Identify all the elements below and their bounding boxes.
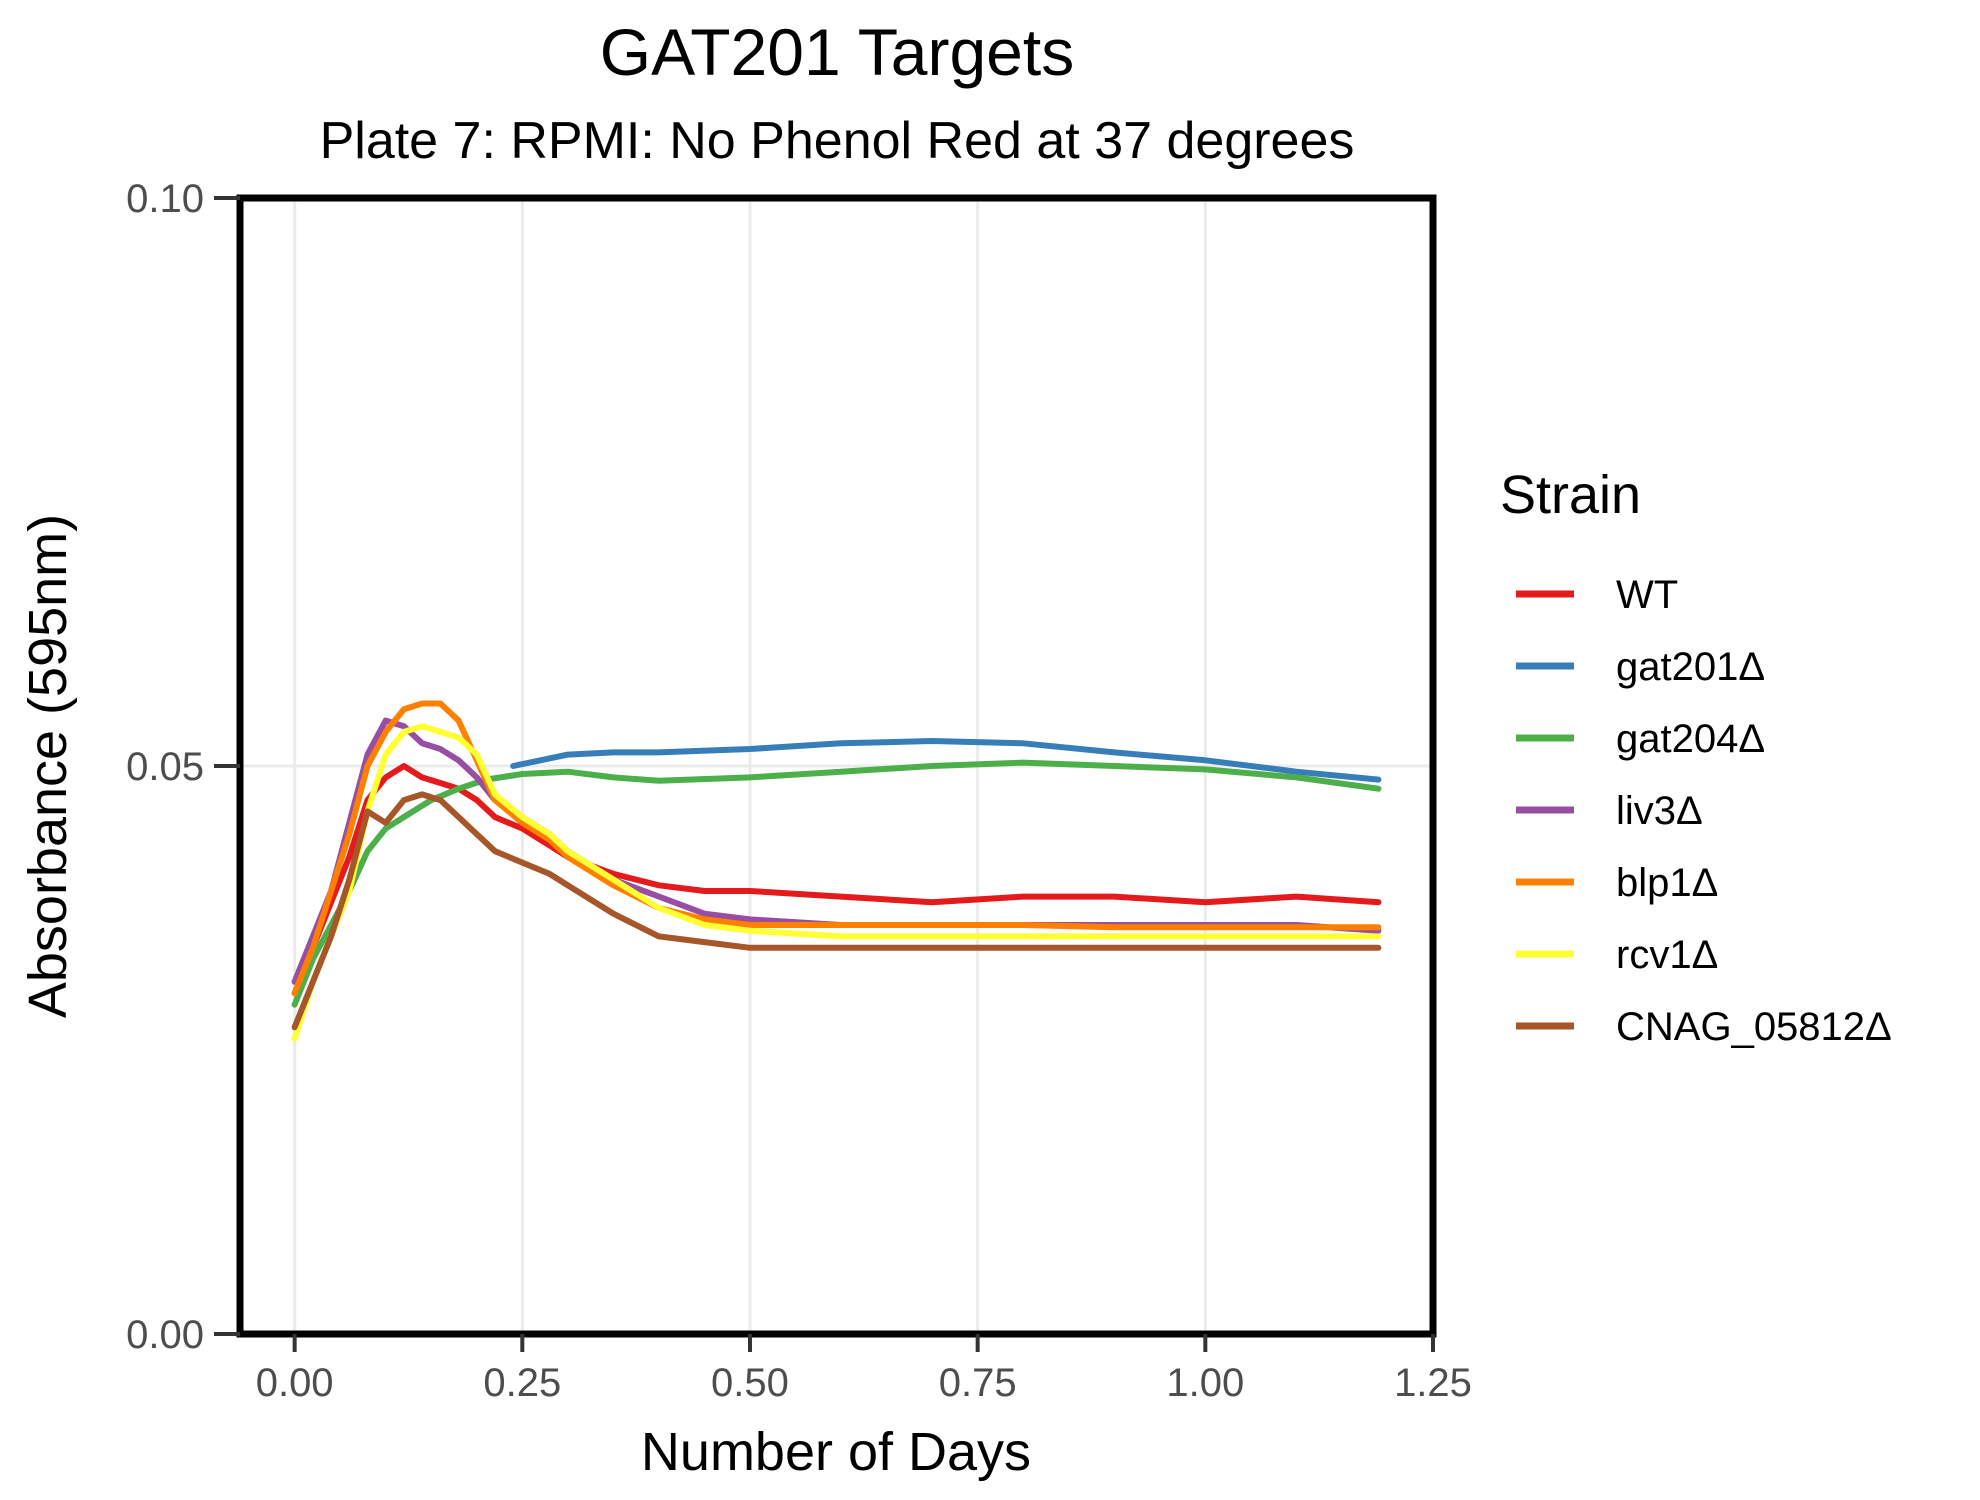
x-tick-label: 0.25	[483, 1361, 561, 1405]
x-tick-label: 1.25	[1394, 1361, 1472, 1405]
x-tick-label: 0.75	[939, 1361, 1017, 1405]
legend-label-2: gat204Δ	[1616, 717, 1765, 761]
x-axis-title: Number of Days	[641, 1422, 1031, 1482]
chart-subtitle: Plate 7: RPMI: No Phenol Red at 37 degre…	[320, 112, 1355, 170]
y-tick-label: 0.00	[126, 1313, 204, 1357]
legend-label-3: liv3Δ	[1616, 789, 1703, 833]
legend-label-4: blp1Δ	[1616, 861, 1718, 905]
legend-label-6: CNAG_05812Δ	[1616, 1005, 1892, 1049]
legend-label-0: WT	[1616, 573, 1678, 617]
legend-label-1: gat201Δ	[1616, 645, 1765, 689]
legend: Strain WT gat201Δ gat204Δ liv3Δ blp1Δ rcv1Δ CN…	[1500, 465, 1892, 1049]
series-line-4	[291, 700, 1382, 997]
x-axis: 0.00 0.25 0.50 0.75 1.00 1.25	[256, 1334, 1472, 1405]
y-axis-title: Absorbance (595nm)	[18, 514, 78, 1018]
series-lines	[291, 700, 1382, 1042]
y-tick-label: 0.10	[126, 177, 204, 221]
x-tick-label: 0.00	[256, 1361, 334, 1405]
chart-title: GAT201 Targets	[600, 15, 1074, 89]
legend-title: Strain	[1500, 465, 1641, 525]
legend-label-5: rcv1Δ	[1616, 933, 1718, 977]
y-tick-label: 0.05	[126, 745, 204, 789]
x-tick-label: 0.50	[711, 1361, 789, 1405]
y-axis: 0.00 0.05 0.10	[126, 177, 240, 1357]
series-line-6	[291, 791, 1382, 1031]
series-line-5	[291, 723, 1382, 1042]
series-line-0	[291, 763, 1382, 997]
series-line-2	[291, 759, 1382, 1008]
series-line-1	[510, 738, 1382, 783]
x-tick-label: 1.00	[1166, 1361, 1244, 1405]
